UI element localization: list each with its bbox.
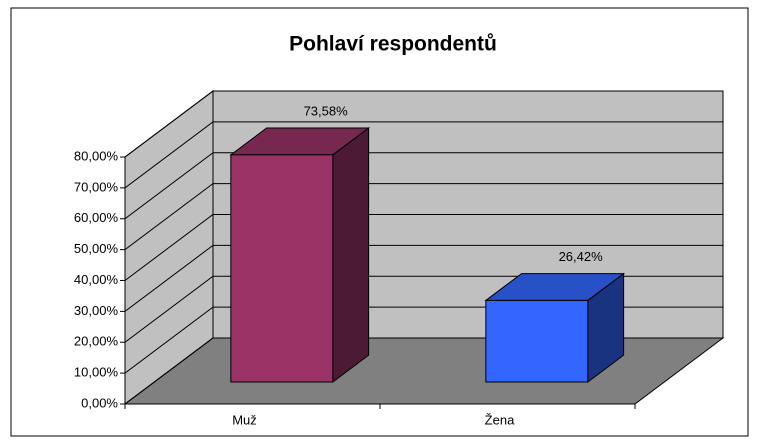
bar-front <box>230 154 334 383</box>
grid-line <box>124 214 723 281</box>
bar-front <box>485 299 589 383</box>
value-label: 26,42% <box>559 249 604 264</box>
floor <box>123 337 725 405</box>
value-label: 73,58% <box>304 103 349 118</box>
y-tick-label: 0,00% <box>81 395 118 410</box>
grid-line <box>124 244 723 312</box>
y-tick-label: 70,00% <box>74 179 119 194</box>
y-tick-label: 50,00% <box>74 241 119 256</box>
y-tick-label: 30,00% <box>74 303 119 318</box>
x-tick-label: Muž <box>232 412 257 427</box>
grid-line <box>124 152 723 220</box>
grid-line <box>124 90 723 158</box>
chart-title: Pohlaví respondentů <box>289 33 497 56</box>
y-tick-label: 80,00% <box>74 148 119 163</box>
bar-side <box>332 126 370 384</box>
x-tick-label: Žena <box>485 412 515 427</box>
grid-line <box>124 121 723 189</box>
grid-line <box>124 183 723 251</box>
y-tick-label: 40,00% <box>74 272 119 287</box>
y-tick-label: 10,00% <box>74 365 119 380</box>
y-tick-label: 60,00% <box>74 210 119 225</box>
y-tick-label: 20,00% <box>74 334 119 349</box>
